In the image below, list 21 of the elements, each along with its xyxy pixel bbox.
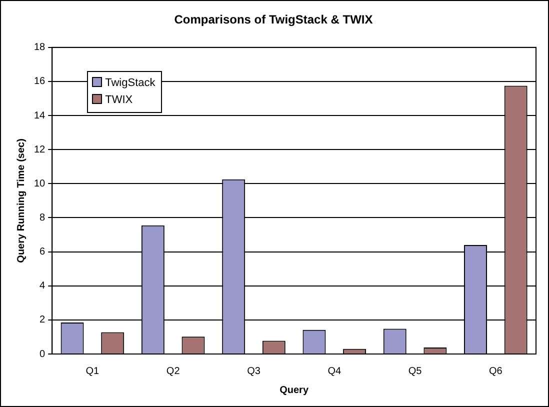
- y-tick-label: 10: [34, 178, 46, 190]
- y-tick-label: 8: [40, 212, 46, 224]
- y-tick-label: 4: [40, 280, 46, 292]
- x-tick-label: Q5: [408, 366, 422, 377]
- x-tick-label: Q2: [166, 366, 180, 377]
- x-tick-label: Q3: [247, 366, 261, 377]
- y-tick-label: 16: [34, 76, 46, 88]
- y-tick-label: 0: [40, 348, 46, 360]
- x-tick-label: Q4: [328, 366, 342, 377]
- y-tick-label: 6: [40, 246, 46, 258]
- y-axis-title: Query Running Time (sec): [16, 138, 27, 263]
- x-tick-label: Q1: [86, 366, 100, 377]
- legend-label: TWIX: [104, 93, 134, 108]
- x-tick-label: Q6: [489, 366, 503, 377]
- y-tick-label: 2: [40, 314, 46, 326]
- chart-title: Comparisons of TwigStack & TWIX: [174, 12, 373, 27]
- y-tick-label: 14: [34, 110, 46, 122]
- y-tick-label: 18: [34, 42, 46, 54]
- y-tick-label: 12: [34, 144, 46, 156]
- x-axis-title: Query: [280, 384, 309, 396]
- legend-label: TwigStack: [104, 76, 156, 92]
